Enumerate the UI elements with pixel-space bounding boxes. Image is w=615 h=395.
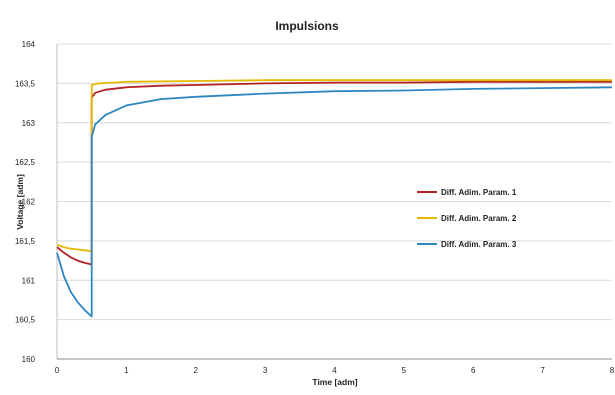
y-tick-label: 162: [22, 198, 36, 207]
series-line-1: [56, 80, 612, 266]
x-axis-label: Time [adm]: [312, 377, 357, 387]
y-axis-label: Voltage [adm]: [15, 174, 25, 230]
grid-layer: [57, 43, 612, 360]
y-tick-label: 162,5: [15, 158, 36, 167]
legend: Diff. Adim. Param. 1 Diff. Adim. Param. 2…: [417, 188, 517, 249]
series-line-2: [56, 79, 612, 252]
x-tick-label: 6: [471, 366, 476, 375]
x-tick-label: 1: [124, 366, 129, 375]
series-line-3: [56, 86, 613, 318]
y-tick-label: 163: [22, 119, 36, 128]
x-tick-label: 4: [332, 366, 337, 375]
x-tick-label: 8: [610, 366, 615, 375]
tick-labels: 160 160,5 161 161,5 162 162,5 163 163,5 164 0 1 2 3 4…: [15, 40, 615, 375]
y-tick-label: 160,5: [15, 316, 36, 325]
y-tick-label: 164: [22, 40, 36, 49]
y-tick-label: 161,5: [15, 237, 36, 246]
x-tick-label: 5: [402, 366, 407, 375]
legend-label: Diff. Adim. Param. 2: [441, 214, 517, 223]
x-tick-label: 3: [263, 366, 268, 375]
x-tick-label: 7: [540, 366, 545, 375]
y-tick-label: 161: [22, 276, 36, 285]
chart-title: Impulsions: [275, 19, 339, 33]
x-tick-label: 0: [55, 366, 60, 375]
y-tick-label: 160: [22, 355, 36, 364]
y-tick-label: 163,5: [15, 79, 36, 88]
axes-layer: [56, 44, 612, 360]
x-tick-label: 2: [194, 366, 199, 375]
legend-label: Diff. Adim. Param. 3: [441, 240, 517, 249]
series-layer: [56, 79, 613, 318]
legend-label: Diff. Adim. Param. 1: [441, 188, 517, 197]
